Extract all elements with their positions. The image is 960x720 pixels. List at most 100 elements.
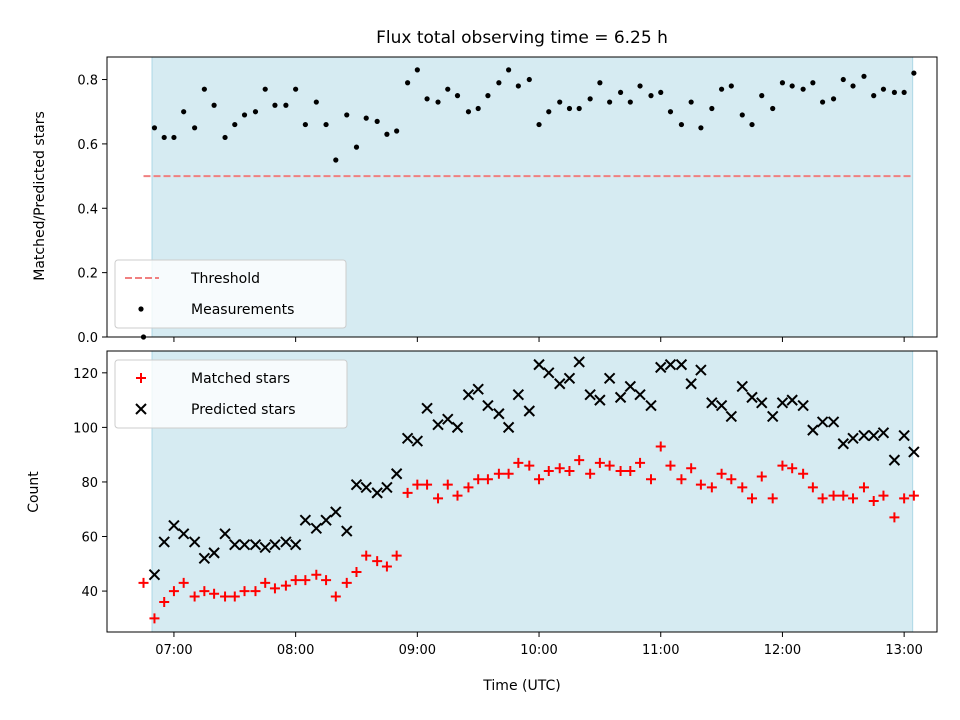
data-point [858, 482, 869, 493]
data-point [524, 460, 535, 471]
bottom-legend: Matched stars Predicted stars [114, 359, 348, 429]
x-tick-label: 10:00 [520, 643, 557, 658]
y-tick-label: 0.4 [77, 202, 98, 217]
data-point [311, 569, 322, 580]
data-point [208, 547, 220, 559]
data-point [351, 566, 362, 577]
data-point [341, 525, 353, 537]
legend-label: Measurements [191, 302, 294, 318]
data-point [177, 528, 190, 540]
data-point [411, 435, 424, 447]
data-point [603, 372, 616, 384]
x-tick-label: 11:00 [642, 643, 679, 658]
data-point [877, 427, 890, 439]
data-point [706, 482, 717, 493]
y-tick-label: 120 [73, 367, 98, 382]
data-point [911, 70, 917, 76]
data-point [667, 109, 674, 115]
data-point [421, 402, 433, 414]
data-point [891, 89, 898, 96]
data-point [749, 121, 755, 128]
data-point [350, 478, 363, 491]
x-tick-label: 12:00 [764, 643, 801, 658]
data-point [363, 115, 369, 121]
data-point [330, 591, 341, 602]
data-point [816, 416, 829, 428]
data-point [402, 487, 413, 498]
data-point [776, 397, 789, 409]
data-point [269, 538, 281, 551]
data-point [840, 76, 846, 83]
legend-label: Matched stars [191, 371, 290, 387]
data-point [534, 474, 545, 485]
data-point [192, 125, 198, 131]
data-point [168, 519, 180, 532]
y-tick-label: 60 [81, 531, 98, 546]
data-point [725, 410, 738, 423]
data-point [736, 380, 748, 393]
data-point [624, 380, 637, 393]
data-point [685, 378, 697, 390]
data-point [502, 421, 515, 434]
data-point [435, 99, 441, 105]
data-point [797, 399, 809, 412]
data-point [198, 552, 211, 565]
data-point [262, 86, 268, 92]
legend-measurements-swatch [138, 306, 144, 312]
legend-matched-swatch [136, 373, 146, 383]
data-point [512, 388, 525, 401]
data-point [664, 358, 677, 371]
data-point [901, 89, 907, 96]
data-point [817, 493, 828, 504]
data-point [475, 105, 481, 112]
data-point [310, 522, 323, 535]
data-point [515, 83, 521, 89]
data-point [189, 591, 200, 602]
data-point [280, 536, 292, 548]
data-point [138, 577, 149, 588]
data-point [607, 99, 613, 105]
data-point [482, 399, 494, 412]
data-point [726, 474, 737, 485]
data-point [241, 112, 248, 118]
data-point [238, 538, 251, 551]
data-point [199, 586, 210, 597]
y-tick-label: 100 [73, 421, 98, 436]
data-point [837, 438, 849, 450]
data-point [576, 105, 582, 112]
data-point [149, 613, 160, 624]
x-tick-label: 09:00 [399, 643, 436, 658]
data-point [283, 102, 289, 108]
data-point [635, 457, 646, 468]
data-point [513, 457, 524, 468]
data-point [709, 105, 715, 112]
data-point [394, 128, 400, 134]
data-point [739, 112, 745, 118]
data-point [381, 561, 392, 572]
data-point [573, 356, 585, 368]
data-point [269, 583, 280, 594]
data-point [634, 388, 646, 401]
data-point [374, 118, 380, 124]
data-point [211, 102, 217, 108]
data-point [384, 131, 390, 137]
data-point [290, 575, 301, 586]
data-point [302, 121, 308, 128]
data-point [151, 125, 158, 131]
data-point [391, 550, 402, 561]
data-point [412, 479, 423, 490]
data-point [686, 463, 697, 474]
data-point [300, 575, 311, 586]
bottom-series-1 [138, 441, 919, 624]
data-point [637, 83, 643, 89]
data-point [543, 466, 554, 477]
data-point [594, 394, 606, 406]
data-point [239, 586, 250, 597]
data-point [566, 105, 573, 112]
data-point [807, 482, 818, 493]
data-point [533, 358, 545, 371]
data-point [445, 86, 451, 92]
data-point [655, 361, 667, 374]
y-tick-label: 40 [81, 585, 98, 600]
data-point [706, 397, 718, 409]
